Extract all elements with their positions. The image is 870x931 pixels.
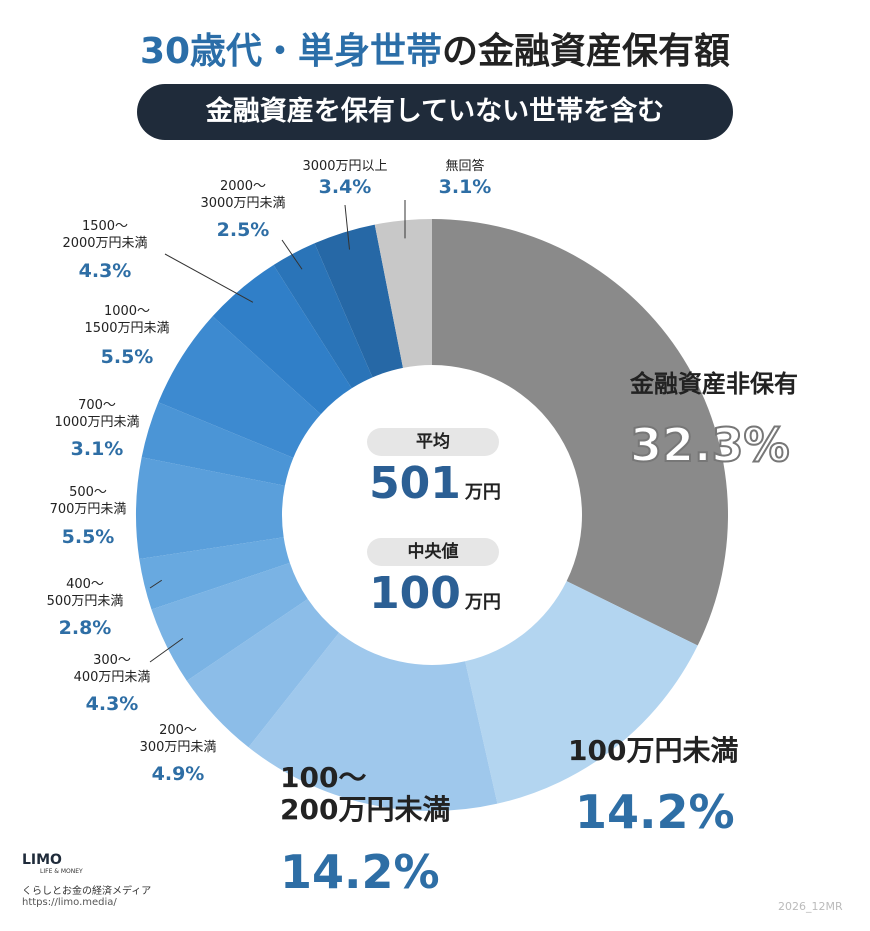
segment <box>248 632 498 811</box>
unit: 万円 <box>464 592 501 613</box>
segment <box>212 264 352 415</box>
category-label: 100〜 200万円未満 <box>280 761 451 826</box>
value-label: 2.5% <box>216 219 270 241</box>
value-label: 3.1% <box>70 438 124 460</box>
mean-label: 平均 <box>367 428 499 456</box>
category-label: 1000〜 1500万円未満 <box>84 304 170 336</box>
url: https://limo.media/ <box>22 897 117 908</box>
value-label: 14.2% <box>280 845 440 899</box>
title-highlight: 30歳代・単身世帯 <box>139 31 443 72</box>
category-label: 400〜 500万円未満 <box>46 577 124 609</box>
unit: 万円 <box>464 482 501 503</box>
leader-line <box>164 253 254 303</box>
value-label: 3.4% <box>318 176 372 198</box>
subtitle: 金融資産を保有していない世帯を含む <box>137 84 733 140</box>
segment <box>374 219 432 368</box>
mean-value: 501 <box>369 458 461 509</box>
category-label: 300〜 400万円未満 <box>73 653 151 685</box>
value-label: 14.2% <box>575 785 735 839</box>
category-label: 1500〜 2000万円未満 <box>62 219 148 251</box>
value-label: 5.5% <box>100 346 154 368</box>
tagline: くらしとお金の経済メディア <box>22 886 152 897</box>
median: 100 万円 <box>365 568 505 619</box>
category-label: 500〜 700万円未満 <box>49 485 127 517</box>
leader-line <box>344 204 350 250</box>
leader-line <box>149 579 163 589</box>
leader-line <box>149 637 184 663</box>
segment <box>273 243 373 389</box>
logo: LIMO <box>22 852 62 868</box>
category-label: 200〜 300万円未満 <box>139 723 217 755</box>
segment <box>465 581 698 804</box>
category-label: 金融資産非保有 <box>630 370 798 398</box>
median-label: 中央値 <box>367 538 499 566</box>
value-label: 32.3% <box>629 417 791 473</box>
segment <box>151 562 308 681</box>
category-label: 2000〜 3000万円未満 <box>200 179 286 211</box>
category-label: 100万円未満 <box>568 734 739 767</box>
segment <box>314 224 403 378</box>
value-label: 5.5% <box>61 526 115 548</box>
logo-sub: LIFE & MONEY <box>40 868 83 875</box>
leader-line <box>281 239 303 270</box>
value-label: 3.1% <box>438 176 492 198</box>
value-label: 4.3% <box>85 693 139 715</box>
value-label: 2.8% <box>58 617 112 639</box>
category-label: 無回答 <box>445 159 485 174</box>
value-label: 4.9% <box>151 763 205 785</box>
segment <box>139 537 290 610</box>
segment <box>158 316 321 458</box>
segment <box>432 219 728 646</box>
mean: 501 万円 <box>365 458 505 509</box>
code: 2026_12MR <box>778 900 843 913</box>
segment <box>141 402 294 486</box>
category-label: 700〜 1000万円未満 <box>54 398 140 430</box>
segment <box>186 599 340 748</box>
median-value: 100 <box>369 568 461 619</box>
category-label: 3000万円以上 <box>302 159 388 174</box>
segment <box>136 457 285 559</box>
title: 30歳代・単身世帯の金融資産保有額 <box>0 22 870 74</box>
title-rest: の金融資産保有額 <box>442 31 731 72</box>
value-label: 4.3% <box>78 260 132 282</box>
